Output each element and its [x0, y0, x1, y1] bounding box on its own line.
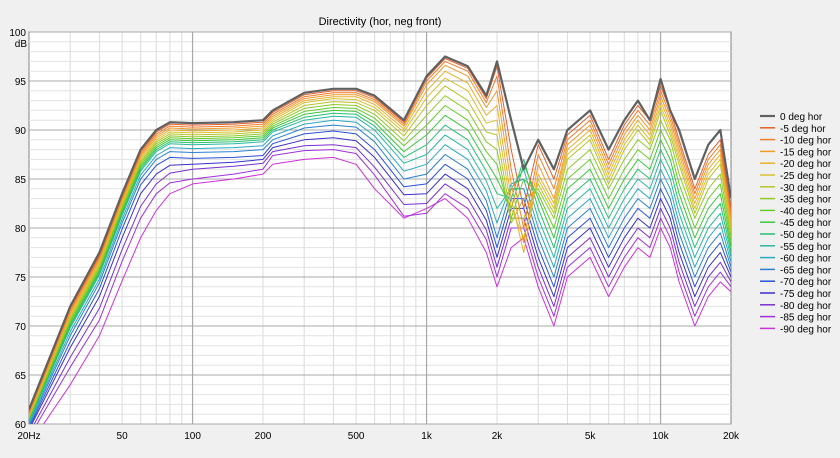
- y-tick-label: 60: [15, 420, 27, 431]
- y-tick-label: 80: [15, 224, 27, 235]
- legend-label: -80 deg hor: [780, 301, 832, 312]
- series-line: [29, 112, 731, 422]
- series-line: [29, 109, 731, 421]
- y-tick-label: 70: [15, 322, 27, 333]
- x-tick-label: 2k: [492, 431, 504, 442]
- series-line: [29, 60, 731, 413]
- x-tick-label: 500: [348, 431, 365, 442]
- series-line: [29, 64, 731, 415]
- legend-label: -75 deg hor: [780, 289, 832, 300]
- legend-label: 0 deg hor: [780, 112, 823, 123]
- x-axis-ticks: 20Hz 50 100 200 500 1k 2k 5k 10k 20k: [17, 431, 740, 442]
- y-tick-label: 75: [15, 273, 27, 284]
- y-tick-label: 95: [15, 77, 27, 88]
- series-line: [29, 115, 731, 423]
- legend-label: -35 deg hor: [780, 195, 832, 206]
- series-line: [29, 124, 731, 424]
- legend-label: -55 deg hor: [780, 242, 832, 253]
- chart-title: Directivity (hor, neg front): [319, 16, 442, 28]
- x-tick-label: 20Hz: [17, 431, 40, 442]
- series-line: [29, 85, 731, 418]
- legend-label: -65 deg hor: [780, 265, 832, 276]
- legend-label: -20 deg hor: [780, 159, 832, 170]
- series-line: [30, 130, 731, 424]
- x-tick-label: 10k: [652, 431, 669, 442]
- legend-label: -70 deg hor: [780, 277, 832, 288]
- series-line: [29, 77, 731, 417]
- y-tick-label: 65: [15, 371, 27, 382]
- legend-label: -25 deg hor: [780, 171, 832, 182]
- series-line: [33, 144, 731, 424]
- x-tick-label: 200: [255, 431, 272, 442]
- legend-label: -5 deg hor: [780, 124, 826, 135]
- legend-label: -40 deg hor: [780, 206, 832, 217]
- legend-label: -10 deg hor: [780, 136, 832, 147]
- x-tick-label: 50: [117, 431, 129, 442]
- series-line: [36, 149, 731, 424]
- series-line: [31, 137, 731, 424]
- x-tick-label: 100: [184, 431, 201, 442]
- y-tick-label: 85: [15, 175, 27, 186]
- legend-label: -15 deg hor: [780, 147, 832, 158]
- x-tick-label: 1k: [421, 431, 433, 442]
- legend-label: -30 deg hor: [780, 183, 832, 194]
- y-tick-label: 100: [9, 28, 26, 39]
- x-tick-label: 5k: [585, 431, 597, 442]
- series-line: [29, 70, 731, 416]
- series-line: [29, 105, 731, 420]
- series-line: [29, 58, 731, 412]
- series-line: [29, 95, 731, 419]
- legend-label: -50 deg hor: [780, 230, 832, 241]
- legend-label: -60 deg hor: [780, 254, 832, 265]
- x-tick-label: 20k: [723, 431, 740, 442]
- series-line: [43, 156, 731, 424]
- series-line: [29, 55, 731, 410]
- legend-label: -85 deg hor: [780, 313, 832, 324]
- legend-label: -45 deg hor: [780, 218, 832, 229]
- legend: 0 deg hor-5 deg hor-10 deg hor-15 deg ho…: [760, 112, 832, 335]
- series-line: [29, 119, 731, 424]
- legend-label: -90 deg hor: [780, 324, 832, 335]
- y-axis-ticks: 60 65 70 75 80 85 90 95 100: [9, 28, 26, 431]
- y-axis-label: dB: [15, 39, 28, 50]
- y-tick-label: 90: [15, 126, 27, 137]
- plot-area: [28, 31, 732, 425]
- series-layer: [29, 55, 731, 424]
